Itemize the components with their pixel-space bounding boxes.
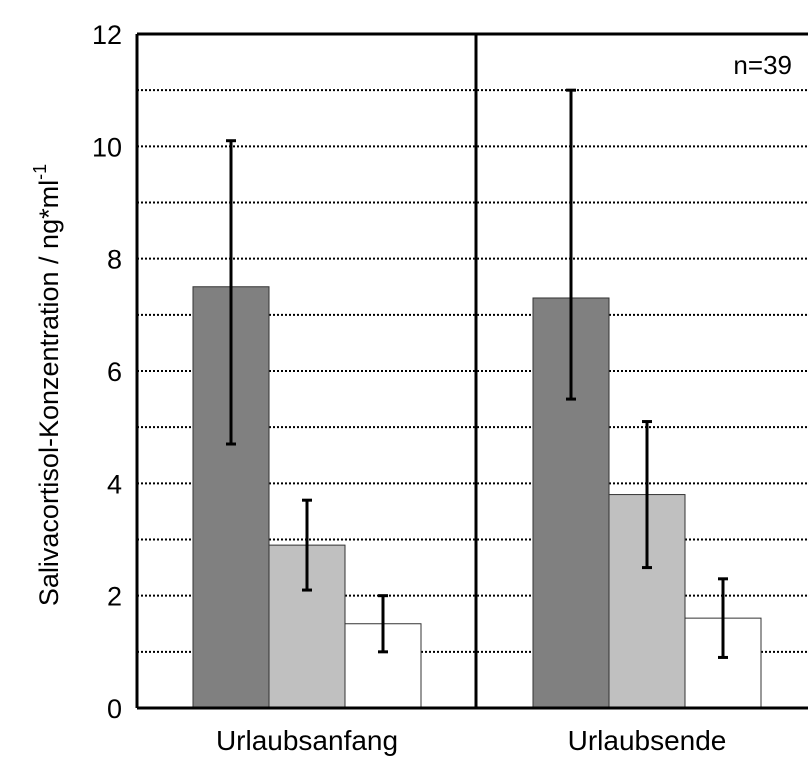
sample-size-annotation: n=39 [733, 50, 792, 80]
y-tick-label: 12 [92, 20, 122, 50]
y-tick-label: 2 [107, 582, 122, 612]
y-tick-label: 0 [107, 694, 122, 724]
y-axis-title: Salivacortisol-Konzentration / ng*ml-1 [30, 164, 64, 606]
axes [135, 32, 808, 710]
y-tick-label: 4 [107, 469, 122, 499]
x-category-label: Urlaubsende [568, 725, 727, 756]
y-tick-label: 10 [92, 132, 122, 162]
error-bars [226, 88, 728, 659]
y-axis-title-text: Salivacortisol-Konzentration / ng*ml [34, 180, 64, 606]
y-tick-label: 8 [107, 245, 122, 275]
y-axis-title-superscript: -1 [30, 164, 50, 180]
y-tick-label: 6 [107, 357, 122, 387]
labels: 0 2 4 6 8 10 12 Urlaubsanfang Urlaubsende [92, 20, 726, 756]
x-category-label: Urlaubsanfang [216, 725, 398, 756]
